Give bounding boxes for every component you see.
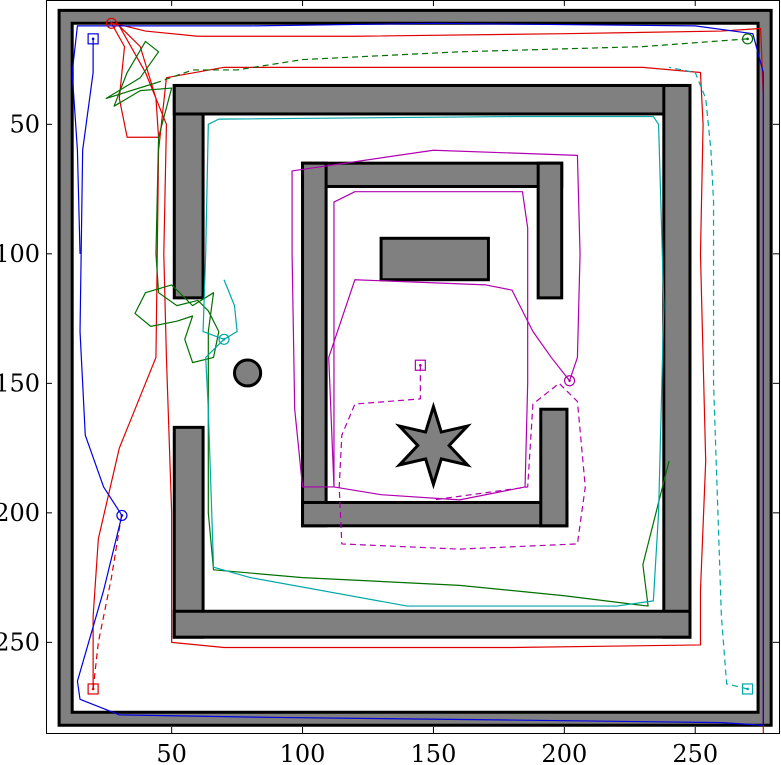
obstacle-inner-u-right-top bbox=[536, 161, 564, 300]
marker-circle-blue-6 bbox=[116, 509, 128, 522]
obstacle-small-circle bbox=[232, 358, 263, 388]
marker-circle-magenta-9 bbox=[563, 375, 576, 387]
y-tick-label: 100 bbox=[0, 240, 40, 268]
obstacle-small-bar bbox=[379, 236, 490, 282]
marker-square-blue-5 bbox=[87, 33, 99, 45]
y-tick-label: 50 bbox=[9, 110, 40, 138]
marker-dot-blue-6 bbox=[120, 514, 124, 517]
x-tick-label: 50 bbox=[156, 740, 187, 765]
obstacle-star bbox=[394, 401, 472, 490]
y-tick-label: 250 bbox=[0, 628, 40, 656]
marker-circle-red-0 bbox=[105, 17, 118, 29]
series-blue-5 bbox=[79, 38, 123, 516]
obstacle-inner-u-left bbox=[301, 161, 328, 528]
marker-square-red-2 bbox=[87, 683, 99, 695]
series-cyan-8 bbox=[668, 66, 748, 690]
axes-frame bbox=[46, 0, 780, 734]
obstacle-inner-u-right-bottom bbox=[539, 407, 569, 528]
series-red-1 bbox=[92, 23, 707, 689]
x-tick-label: 250 bbox=[672, 740, 718, 765]
obstacle-c-wall-right bbox=[662, 83, 692, 639]
marker-dot-red-0 bbox=[110, 22, 113, 25]
marker-dot-cyan-8 bbox=[746, 687, 749, 691]
marker-square-magenta-10 bbox=[414, 359, 426, 371]
obstacle-inner-u-bottom bbox=[301, 500, 569, 528]
obstacle-c-wall-bottom bbox=[172, 609, 692, 639]
trajectory-series bbox=[71, 22, 764, 733]
series-magenta-10 bbox=[338, 365, 586, 550]
marker-circle-cyan-7 bbox=[218, 333, 230, 345]
marker-square-cyan-8 bbox=[741, 683, 754, 695]
x-tick-label: 100 bbox=[280, 740, 326, 765]
series-green-3 bbox=[155, 38, 748, 84]
x-tick-label: 150 bbox=[411, 740, 457, 765]
map-obstacles bbox=[57, 8, 773, 727]
y-tick-label: 200 bbox=[0, 499, 40, 527]
marker-dot-magenta-10 bbox=[419, 363, 422, 367]
y-tick-label: 150 bbox=[0, 369, 40, 397]
marker-dot-magenta-9 bbox=[568, 379, 571, 383]
series-blue-6 bbox=[71, 22, 764, 726]
obstacle-c-wall-left-bottom bbox=[172, 425, 205, 639]
obstacle-outer-border bbox=[57, 8, 773, 727]
marker-dot-cyan-7 bbox=[222, 338, 226, 341]
series-magenta-9 bbox=[291, 149, 581, 501]
marker-circle-green-3 bbox=[741, 33, 754, 45]
obstacle-inner-u-top bbox=[301, 161, 564, 188]
series-cyan-7 bbox=[202, 115, 665, 607]
marker-dot-green-3 bbox=[746, 37, 749, 41]
x-tick-label: 200 bbox=[541, 740, 587, 765]
series-red-2 bbox=[92, 512, 123, 690]
obstacle-c-wall-top bbox=[172, 83, 692, 116]
obstacle-c-wall-left-top bbox=[172, 83, 205, 300]
marker-dot-red-2 bbox=[91, 687, 95, 691]
trajectory-markers bbox=[87, 17, 754, 695]
marker-dot-blue-5 bbox=[91, 37, 95, 41]
